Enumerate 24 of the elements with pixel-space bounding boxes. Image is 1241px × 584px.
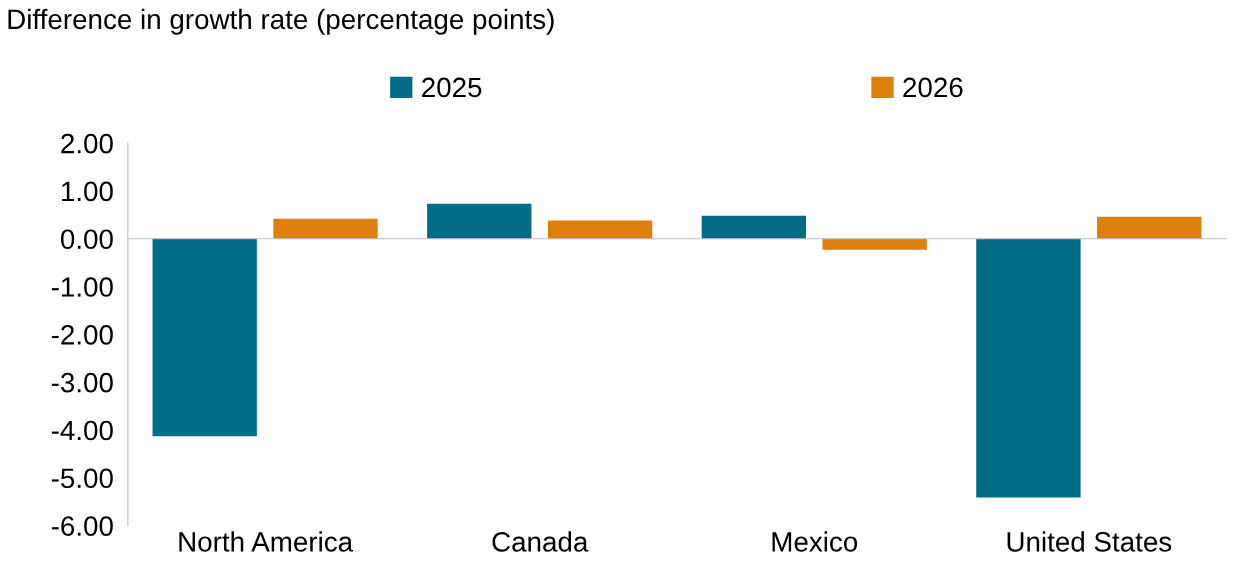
legend-label: 2025 (422, 77, 482, 98)
bar (152, 238, 257, 437)
x-tick-label: United States (1007, 531, 1172, 552)
x-tick-label: Mexico (772, 531, 858, 552)
y-tick-label: 1.00 (61, 181, 113, 202)
bar (822, 238, 927, 250)
legend-label: 2026 (903, 77, 963, 98)
y-tick-label: -5.00 (51, 468, 113, 489)
y-tick-label: 0.00 (60, 229, 113, 250)
chart-title: Difference in growth rate (percentage points) (8, 8, 554, 35)
bar (427, 203, 532, 239)
y-tick-label: -1.00 (51, 277, 113, 297)
x-tick-label: Canada (492, 531, 589, 552)
x-tick-label: North America (179, 531, 354, 552)
y-tick-label: -3.00 (51, 372, 113, 393)
bar (547, 220, 653, 239)
bar (976, 238, 1081, 498)
y-tick-label: -2.00 (51, 325, 113, 345)
bar (1097, 216, 1202, 239)
y-tick-label: 2.00 (61, 133, 113, 154)
y-tick-label: -6.00 (51, 516, 113, 536)
bar (701, 215, 807, 239)
bar (273, 218, 378, 239)
y-tick-label: -4.00 (51, 420, 113, 441)
